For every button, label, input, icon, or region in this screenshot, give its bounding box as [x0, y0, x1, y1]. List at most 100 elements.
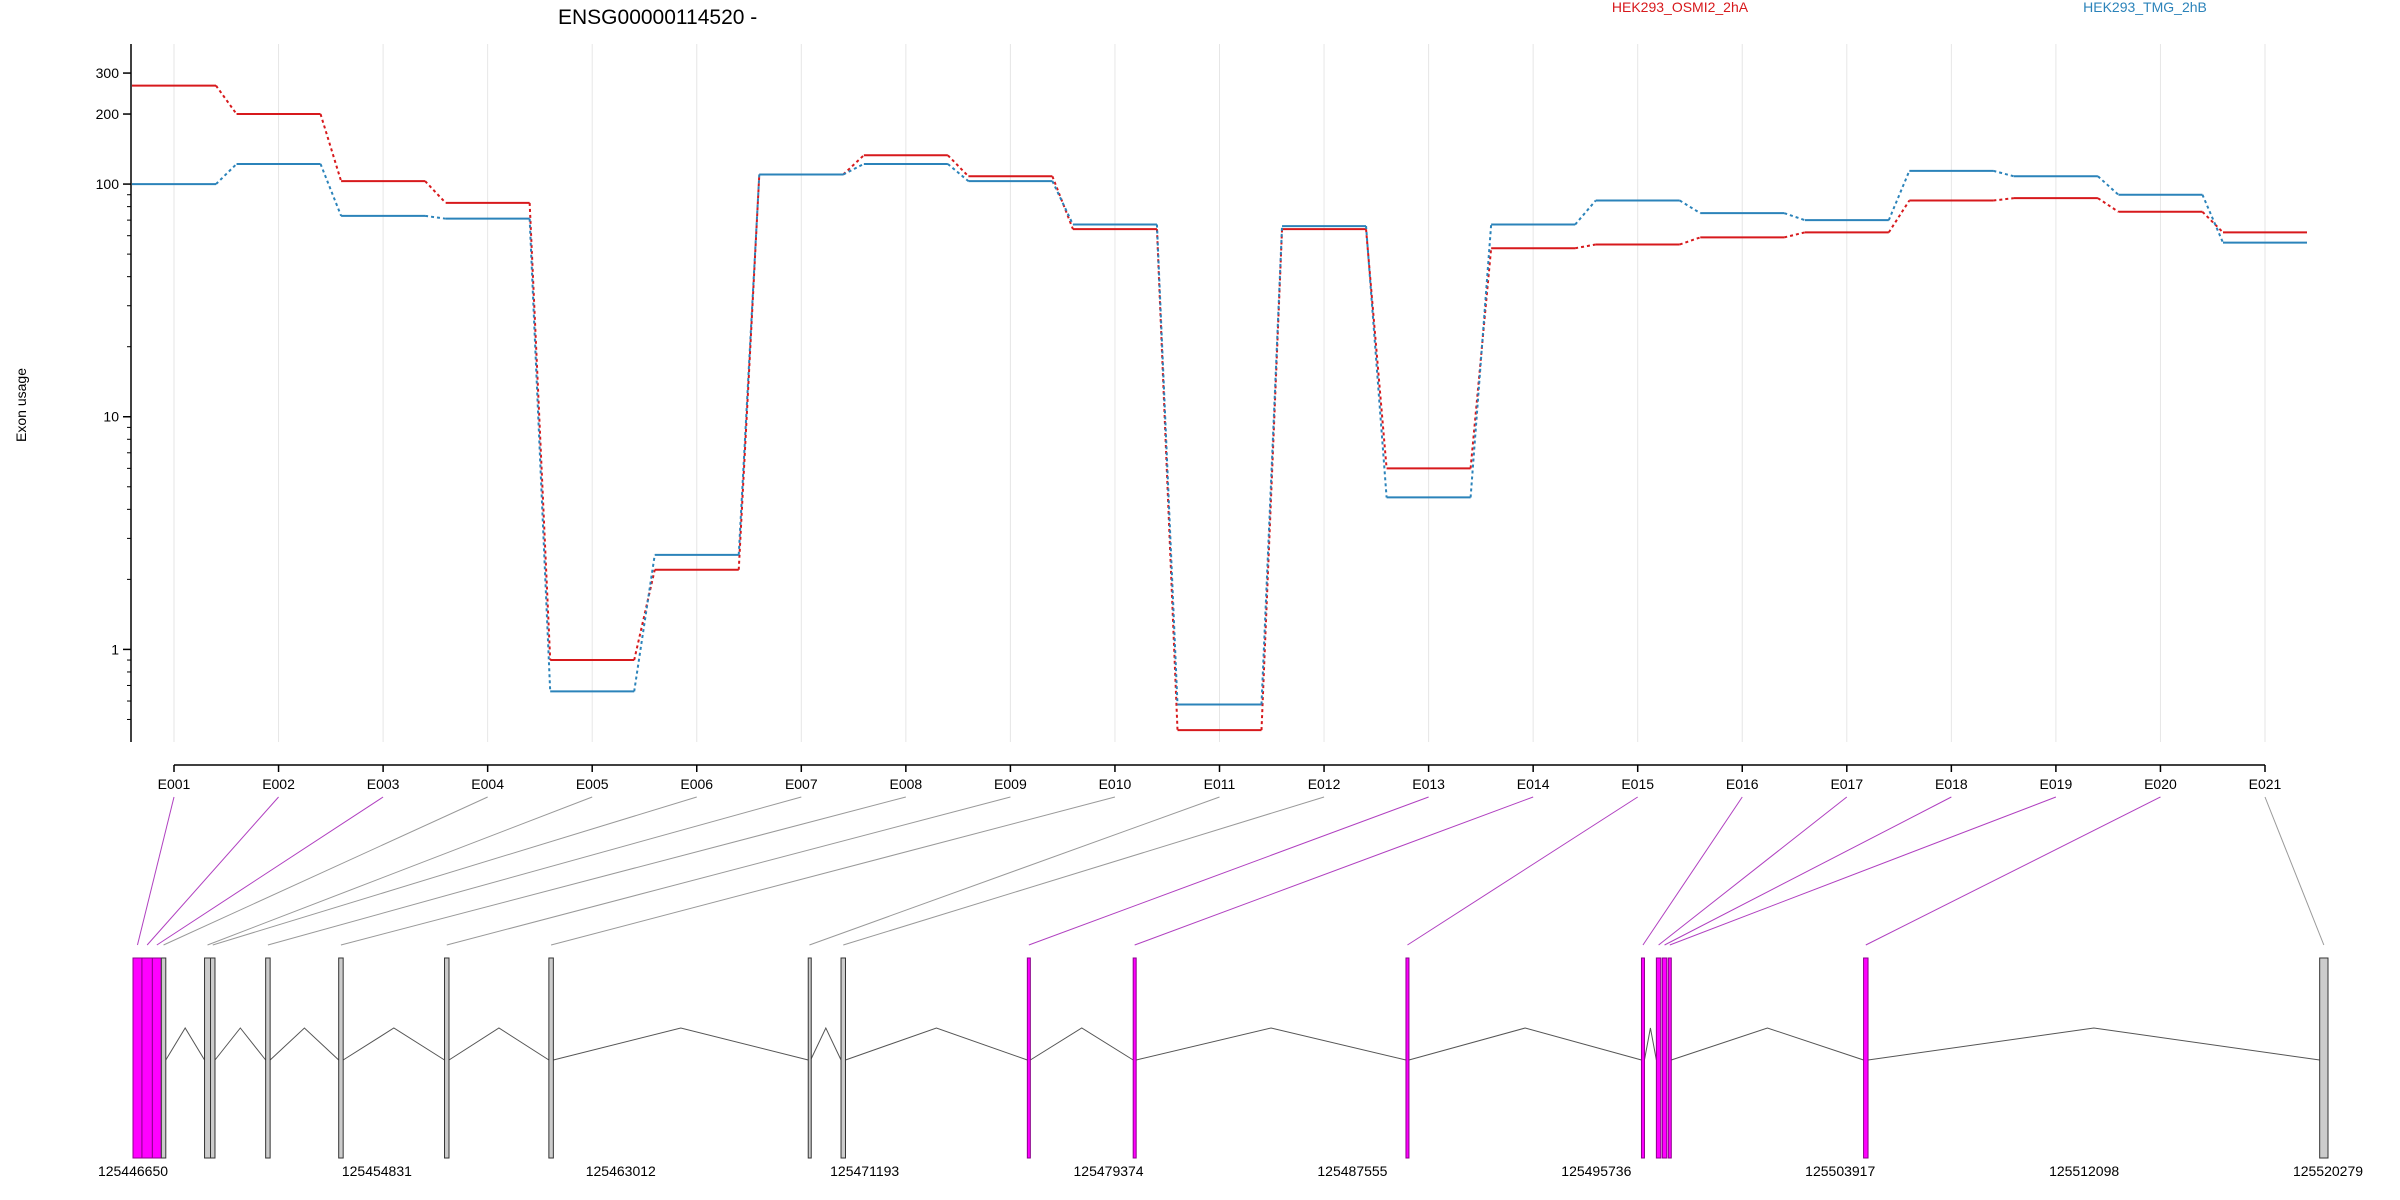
- series-connector: [947, 163, 970, 182]
- intron: [1408, 1027, 1642, 1061]
- exon-connector: [1642, 796, 1743, 946]
- y-axis-label: Exon usage: [13, 368, 29, 442]
- coordinate-label: 125446650: [98, 1163, 168, 1179]
- exon-connector: [1028, 796, 1429, 946]
- y-axis: 1 10 100 200 300: [96, 44, 132, 742]
- x-tick-label: E010: [1099, 776, 1132, 792]
- exon-box: [204, 957, 212, 1159]
- vertical-gridlines: [173, 44, 2266, 742]
- series-connector: [1679, 236, 1701, 246]
- exon-connector: [340, 796, 906, 946]
- series-connector: [842, 154, 865, 176]
- intron: [1867, 1027, 2320, 1061]
- x-tick-label: E008: [889, 776, 922, 792]
- series-connector: [947, 154, 970, 178]
- series-connector: [633, 569, 656, 661]
- intron: [165, 1027, 205, 1061]
- x-tick-label: E004: [471, 776, 504, 792]
- exon-box: [1655, 957, 1662, 1159]
- exon-connector: [207, 796, 593, 946]
- series-connector: [842, 163, 865, 176]
- series-connector: [2201, 194, 2224, 244]
- series-connector: [1993, 197, 2015, 202]
- y-tick-label: 100: [96, 176, 120, 192]
- series-connector: [1051, 175, 1074, 230]
- exon-box: [1863, 957, 1869, 1159]
- series-connector: [424, 214, 446, 220]
- x-tick-label: E012: [1308, 776, 1341, 792]
- series-connector: [1469, 224, 1493, 498]
- series-connector: [1784, 231, 1806, 239]
- exon-connector: [146, 796, 279, 946]
- intron: [342, 1027, 445, 1061]
- exon-box: [1405, 957, 1410, 1159]
- x-tick-label: E019: [2040, 776, 2073, 792]
- series-connector: [1783, 212, 1806, 222]
- exon-box: [1661, 957, 1668, 1159]
- x-tick-label: E014: [1517, 776, 1550, 792]
- series-connector: [1155, 224, 1179, 705]
- series-connector: [1574, 243, 1596, 250]
- series-2: [132, 162, 2307, 706]
- exon-connector: [446, 796, 1011, 946]
- x-tick-label: E002: [262, 776, 295, 792]
- exon-box: [141, 957, 153, 1159]
- exon-box: [1667, 957, 1672, 1159]
- intron: [448, 1027, 550, 1061]
- x-axis: E001 E002 E003 E004 E005 E006 E007 E008 E009 E010…: [158, 764, 2282, 792]
- intron: [1643, 1027, 1657, 1061]
- exon-connector: [156, 796, 384, 946]
- exon-box: [132, 957, 143, 1159]
- x-tick-label: E016: [1726, 776, 1759, 792]
- exon-connector-lines: [136, 796, 2325, 946]
- x-tick-label: E003: [367, 776, 400, 792]
- intron: [214, 1027, 267, 1061]
- exon-box: [444, 957, 450, 1159]
- y-tick-label: 1: [111, 641, 119, 657]
- y-tick-label: 200: [96, 106, 120, 122]
- series-connector: [528, 202, 552, 661]
- series-connector: [2097, 197, 2120, 213]
- gene-model-track: [132, 957, 2329, 1159]
- x-tick-label: E021: [2249, 776, 2282, 792]
- x-tick-label: E013: [1412, 776, 1445, 792]
- exon-connector: [1658, 796, 1848, 946]
- exon-connector: [809, 796, 1220, 946]
- y-tick-label: 10: [103, 409, 119, 425]
- exon-box: [2319, 957, 2329, 1159]
- exon-box: [840, 957, 846, 1159]
- series-connector: [2201, 211, 2224, 234]
- exon-box: [807, 957, 812, 1159]
- exon-connector: [136, 796, 175, 946]
- exon-box: [210, 957, 216, 1159]
- series-connector: [215, 163, 238, 185]
- exon-connector: [843, 796, 1325, 946]
- series-1: [132, 84, 2307, 732]
- coordinate-label: 125503917: [1805, 1163, 1875, 1179]
- exon-connector: [1407, 796, 1638, 946]
- series-connector: [1365, 229, 1388, 469]
- chart-title: ENSG00000114520 -: [558, 6, 757, 29]
- exon-connector: [1134, 796, 1534, 946]
- series-connector: [1993, 169, 2015, 178]
- series-connector: [1260, 226, 1284, 705]
- exon-connector: [163, 796, 488, 946]
- coordinate-label: 125512098: [2049, 1163, 2119, 1179]
- x-tick-label: E018: [1935, 776, 1968, 792]
- exon-box: [338, 957, 344, 1159]
- intron: [810, 1026, 842, 1061]
- genomic-coordinate-labels: 125446650 125454831 125463012 125471193 1254…: [98, 1163, 2363, 1179]
- exon-box: [1640, 957, 1645, 1159]
- legend-label-series-1: HEK293_OSMI2_2hA: [1612, 0, 1749, 15]
- exon-connector: [550, 796, 1116, 946]
- x-tick-label: E009: [994, 776, 1027, 792]
- intron: [1136, 1027, 1407, 1061]
- intron: [553, 1027, 809, 1061]
- intron: [1671, 1027, 1864, 1061]
- series-connector: [1679, 199, 1701, 215]
- exon-connector: [212, 796, 697, 946]
- series-connector: [215, 85, 238, 115]
- series-connector: [1051, 180, 1074, 225]
- series-connector: [633, 554, 656, 692]
- exon-connector: [1669, 796, 2057, 946]
